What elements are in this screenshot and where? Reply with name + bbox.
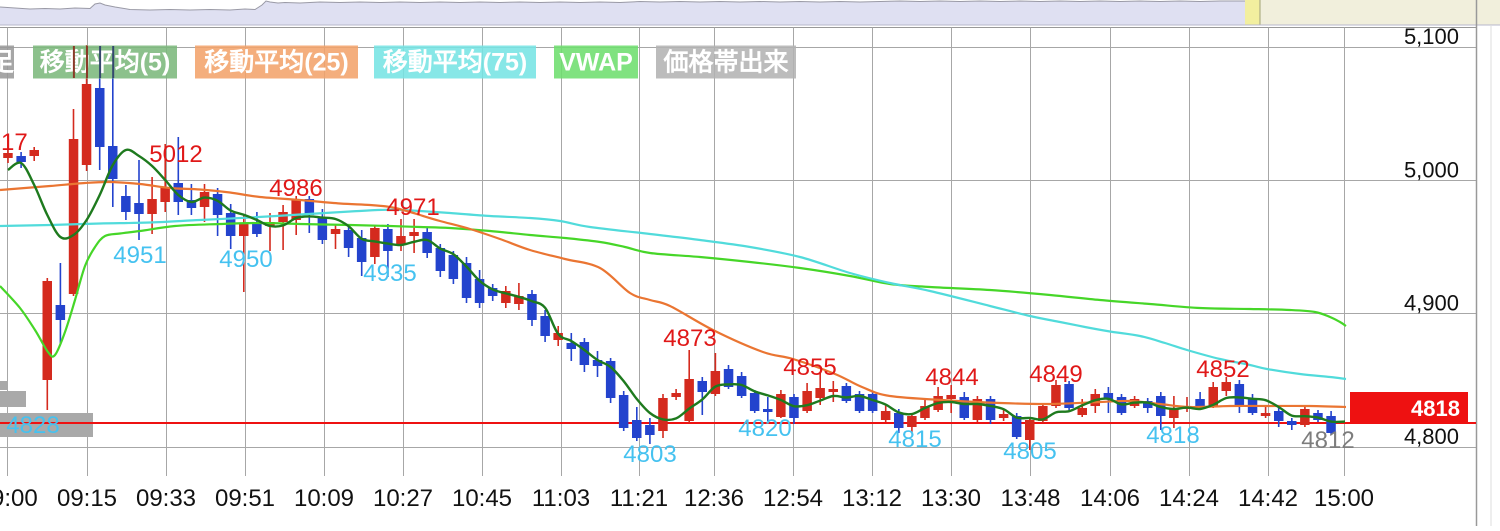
svg-text:4986: 4986 [269, 175, 322, 202]
svg-text:12:36: 12:36 [684, 485, 744, 512]
svg-text:4950: 4950 [219, 246, 272, 273]
svg-text:09:33: 09:33 [136, 485, 196, 512]
svg-text:4803: 4803 [623, 441, 676, 468]
svg-text:09:51: 09:51 [215, 485, 275, 512]
svg-text:4971: 4971 [386, 194, 439, 221]
svg-text:10:27: 10:27 [373, 485, 433, 512]
svg-text:11:03: 11:03 [532, 485, 590, 512]
svg-text:4805: 4805 [1003, 438, 1056, 465]
svg-text:4820: 4820 [738, 415, 791, 442]
svg-text:4935: 4935 [363, 260, 416, 287]
svg-text:14:06: 14:06 [1080, 485, 1140, 512]
svg-text:4,900: 4,900 [1404, 291, 1459, 316]
svg-text:5,000: 5,000 [1404, 157, 1459, 182]
svg-text:4,800: 4,800 [1404, 424, 1459, 449]
svg-text:4852: 4852 [1196, 356, 1249, 383]
svg-text:足: 足 [0, 49, 14, 77]
svg-text:4815: 4815 [888, 426, 941, 453]
svg-text:09:00: 09:00 [0, 485, 38, 512]
svg-text:4849: 4849 [1029, 361, 1082, 388]
svg-text:移動平均(75): 移動平均(75) [383, 49, 527, 77]
svg-text:4828: 4828 [6, 412, 59, 439]
svg-text:11:21: 11:21 [610, 485, 668, 512]
svg-text:移動平均(25): 移動平均(25) [204, 49, 348, 77]
svg-text:4873: 4873 [663, 325, 716, 352]
svg-text:VWAP: VWAP [559, 49, 633, 77]
svg-text:10:09: 10:09 [294, 485, 354, 512]
svg-text:4855: 4855 [783, 354, 836, 381]
svg-text:15:00: 15:00 [1314, 485, 1374, 512]
svg-text:5017: 5017 [0, 129, 28, 156]
svg-text:移動平均(5): 移動平均(5) [40, 49, 171, 77]
svg-text:13:30: 13:30 [921, 485, 981, 512]
svg-text:14:24: 14:24 [1159, 485, 1219, 512]
svg-text:5012: 5012 [149, 141, 202, 168]
svg-text:12:54: 12:54 [763, 485, 823, 512]
svg-text:4812: 4812 [1301, 427, 1354, 454]
svg-text:10:45: 10:45 [452, 485, 512, 512]
svg-text:5,100: 5,100 [1404, 24, 1459, 49]
svg-text:4818: 4818 [1146, 422, 1199, 449]
svg-text:4818: 4818 [1411, 396, 1460, 421]
svg-text:4844: 4844 [925, 364, 978, 391]
svg-text:13:12: 13:12 [842, 485, 902, 512]
svg-text:価格帯出来: 価格帯出来 [662, 48, 789, 77]
svg-text:09:15: 09:15 [57, 485, 117, 512]
svg-text:14:42: 14:42 [1238, 485, 1298, 512]
svg-text:4951: 4951 [113, 242, 166, 269]
svg-text:13:48: 13:48 [1000, 485, 1060, 512]
